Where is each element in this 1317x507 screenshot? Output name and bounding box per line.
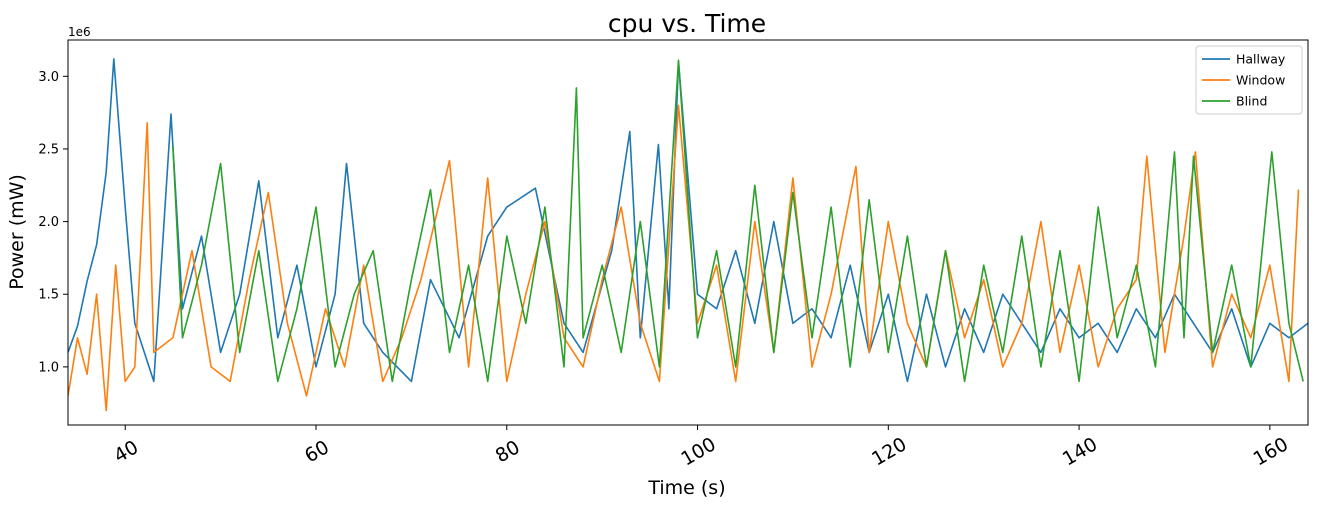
legend-label-window: Window <box>1236 73 1285 88</box>
y-tick-label: 3.0 <box>38 70 59 85</box>
x-tick-label: 40 <box>110 436 142 467</box>
legend-label-hallway: Hallway <box>1236 52 1286 67</box>
y-tick-label: 2.5 <box>38 142 59 157</box>
x-tick-label: 120 <box>868 433 910 470</box>
x-axis: 40 60 80 100 120 140 160 <box>110 425 1292 470</box>
series-layer <box>68 58 1308 412</box>
legend: Hallway Window Blind <box>1195 45 1303 115</box>
series-line-hallway <box>68 58 1308 383</box>
y-axis-label: Power (mW) <box>6 174 28 290</box>
y-axis: 1.0 1.5 2.0 2.5 3.0 <box>38 70 68 375</box>
series-line-blind <box>172 59 1304 383</box>
x-tick-label: 80 <box>492 436 524 467</box>
legend-label-blind: Blind <box>1236 94 1267 109</box>
x-tick-label: 100 <box>677 433 719 470</box>
y-scale-label: 1e6 <box>68 25 91 39</box>
y-tick-label: 1.0 <box>38 360 59 375</box>
y-tick-label: 1.5 <box>38 288 59 303</box>
legend-box <box>1195 45 1303 115</box>
x-tick-label: 140 <box>1059 433 1101 470</box>
chart-title: cpu vs. Time <box>608 9 766 38</box>
x-tick-label: 60 <box>301 436 333 467</box>
y-tick-label: 2.0 <box>38 215 59 230</box>
x-tick-label: 160 <box>1250 433 1292 470</box>
plot-frame <box>67 39 1309 426</box>
series-line-window <box>68 104 1300 412</box>
x-axis-label: Time (s) <box>647 477 725 499</box>
